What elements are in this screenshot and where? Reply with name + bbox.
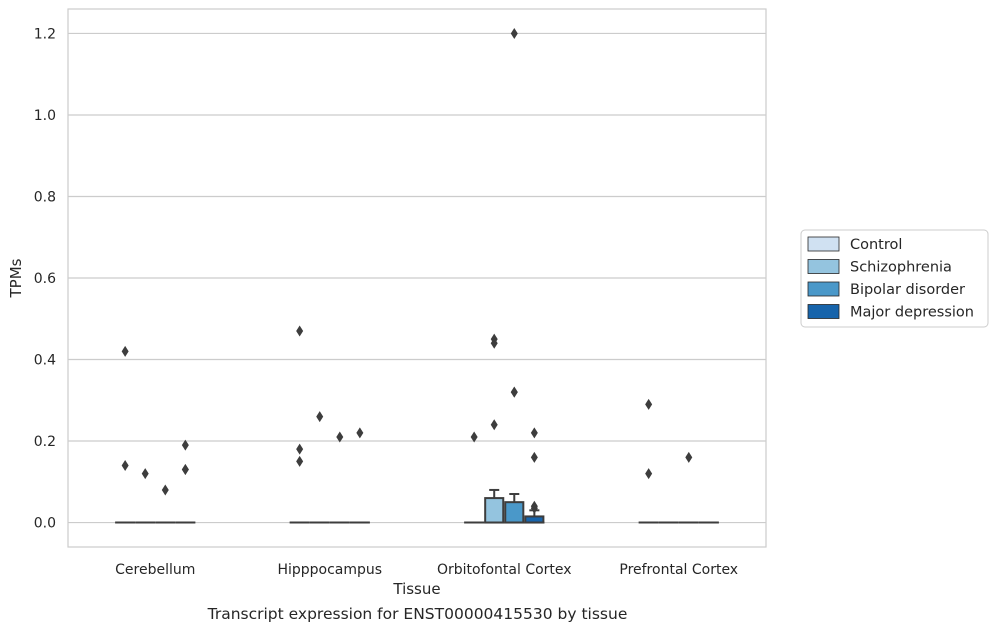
legend-swatch	[807, 236, 840, 252]
outlier-point	[296, 455, 304, 467]
outlier-point	[510, 27, 518, 39]
legend-label: Control	[850, 237, 902, 253]
x-tick-label: Hipppocampus	[277, 562, 382, 578]
legend-label: Bipolar disorder	[850, 282, 965, 298]
outlier-point	[356, 427, 364, 439]
legend-swatch	[807, 259, 840, 274]
outlier-point	[121, 345, 129, 357]
outlier-point	[685, 451, 693, 463]
legend: Control Schizophrenia Bipolar disorder Majo…	[800, 229, 989, 328]
x-tick-labels: Cerebellum Hipppocampus Orbitofontal Corte…	[115, 562, 738, 578]
x-tick-label: Cerebellum	[115, 562, 195, 578]
outlier-point	[510, 386, 518, 398]
y-tick-label: 0.0	[34, 516, 56, 532]
outlier-point	[336, 431, 344, 443]
outlier-point	[161, 484, 169, 496]
x-axis-title: Tissue	[392, 580, 440, 598]
grid-lines	[68, 32, 766, 524]
box-plot-chart: 0.0 0.2 0.4 0.6 0.8 1.0 1.2 Cerebellum Hipppoca…	[7, 8, 989, 598]
y-tick-label: 0.2	[34, 434, 56, 450]
outlier-point	[141, 468, 149, 480]
x-tick-label: Orbitofontal Cortex	[437, 562, 572, 578]
outlier-point	[530, 427, 538, 439]
y-tick-label: 1.2	[34, 26, 56, 42]
y-tick-labels: 0.0 0.2 0.4 0.6 0.8 1.0 1.2	[34, 26, 56, 531]
legend-swatch	[807, 304, 840, 319]
plot-frame	[67, 8, 767, 548]
outlier-point	[181, 464, 189, 476]
box-rect	[504, 501, 525, 524]
outlier-point	[296, 325, 304, 337]
outlier-point	[470, 431, 478, 443]
outlier-point	[490, 337, 498, 349]
y-tick-label: 0.6	[34, 271, 56, 287]
chart-caption: Transcript expression for ENST0000041553…	[207, 605, 628, 623]
legend-swatch	[807, 281, 840, 297]
y-tick-label: 1.0	[34, 108, 56, 124]
outlier-point	[530, 451, 538, 463]
outlier-group	[121, 27, 693, 514]
outlier-point	[530, 502, 538, 514]
outlier-point	[296, 443, 304, 455]
outlier-point	[181, 439, 189, 451]
y-axis-title: TPMs	[7, 258, 25, 298]
outlier-point	[645, 398, 653, 410]
x-tick-label: Prefrontal Cortex	[619, 562, 738, 578]
legend-label: Major depression	[850, 305, 974, 321]
outlier-point	[645, 468, 653, 480]
box-rect	[484, 497, 505, 524]
outlier-point	[490, 419, 498, 431]
outlier-point	[121, 459, 129, 471]
y-tick-label: 0.8	[34, 189, 56, 205]
legend-label: Schizophrenia	[850, 260, 952, 276]
legend-frame	[800, 229, 989, 328]
y-tick-label: 0.4	[34, 353, 56, 369]
outlier-point	[316, 411, 324, 423]
box-series-group	[115, 488, 719, 524]
